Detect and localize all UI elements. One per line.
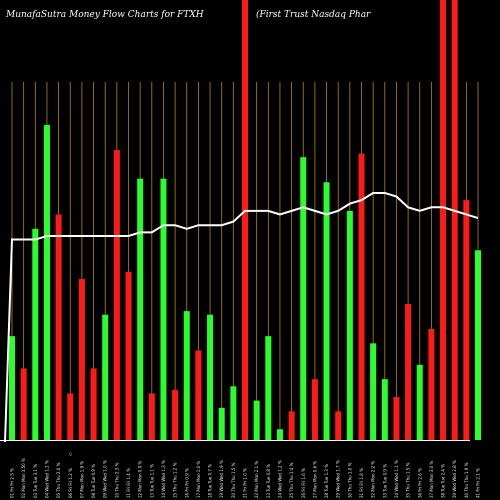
money-flow-bar — [43, 124, 50, 441]
money-flow-bar — [172, 389, 179, 440]
x-tick-label: 40 Thu Thu 1.9 % — [464, 462, 469, 498]
money-flow-bar — [346, 210, 353, 440]
money-flow-bar — [416, 364, 423, 440]
x-tick-label: 27 Mon Mon 0.6 % — [312, 461, 317, 498]
x-tick-label: 18 Tue Tue 0.7 % — [208, 464, 213, 498]
x-tick-label: 37 Mon Mon 3.0 % — [429, 461, 434, 498]
money-flow-bar — [265, 336, 272, 440]
flow-line-path — [4, 191, 479, 443]
x-tick-label: 26 Fri Fri 1.6 % — [301, 468, 306, 498]
money-flow-bar — [440, 0, 447, 440]
money-flow-bar — [9, 336, 15, 440]
flow-line — [4, 191, 479, 443]
x-tick-label: 39 Wed Wed 2.8 % — [452, 460, 457, 498]
money-flow-bar — [358, 153, 365, 440]
x-tick-label: 08 Tue Tue 0.9 % — [91, 464, 96, 498]
money-flow-bar — [393, 397, 400, 440]
x-tick-label: 15 Thu Thu 1.2 % — [173, 462, 178, 498]
money-flow-bar — [475, 250, 481, 440]
money-flow-bar — [276, 429, 283, 440]
x-tick-label: 35 Thu Thu 1.5 % — [406, 462, 411, 498]
money-flow-bar — [405, 303, 412, 440]
money-flow-bar — [125, 271, 132, 440]
x-tick-label: 04 Wed Wed 1.2 % — [44, 460, 49, 498]
x-tick-label: 41 Fri Fri 2.1 % — [476, 468, 481, 498]
money-flow-bar — [32, 228, 39, 440]
money-flow-bar — [148, 393, 155, 440]
x-tick-label: 30 Thu Thu 1.0 % — [347, 462, 352, 498]
money-flow-bar — [195, 350, 202, 440]
money-flow-bar — [370, 343, 377, 440]
money-flow-bar — [253, 400, 260, 440]
money-flow-bar — [137, 178, 144, 440]
chart-title: MunafaSutra Money Flow Charts for FTXH — [6, 10, 204, 20]
x-tick-label: 01 Fri Fri 2 S % — [10, 468, 15, 498]
x-tick-label: 34 Wed Wed 1.1 % — [394, 460, 399, 498]
x-tick-label: 33 Tue Tue 0.9 % — [382, 464, 387, 498]
x-tick-label: 25 Thu Thu 1.4 % — [289, 462, 294, 498]
x-tick-label: 11 Fri Fri 1.4 % — [126, 468, 131, 498]
money-flow-bar — [113, 150, 120, 440]
money-flow-bar — [381, 379, 388, 440]
x-tick-label: 06 Fri Fri 1.2 % — [68, 468, 73, 498]
money-flow-bar — [230, 386, 237, 440]
money-flow-bar — [335, 411, 342, 440]
money-flow-bar — [90, 368, 97, 440]
money-flow-bar — [55, 214, 62, 440]
x-tick-label: 21 Fri Fri 1.0 % — [243, 468, 248, 498]
money-flow-bar — [451, 0, 458, 440]
x-tick-labels: 01 Fri Fri 2 S % 02 Mon Mon 3.50 % 03 Tue … — [10, 452, 481, 498]
chart-subtitle: (First Trust Nasdaq Phar — [256, 10, 371, 20]
x-tick-label: 17 Mon Mon 1.0 % — [196, 461, 201, 498]
money-flow-bar — [300, 157, 307, 440]
x-tick-label: 02 Mon Mon 3.50 % — [21, 458, 26, 498]
x-tick-label: 32 Mon Mon 2.2 % — [371, 461, 376, 498]
x-tick-label: 13 Tue Tue 1.1 % — [149, 464, 154, 498]
x-tick-label: 10 Thu Thu 2.3 % — [114, 462, 119, 498]
money-flow-bar — [20, 368, 27, 440]
x-tick-label: 03 Tue Tue 3.1 % — [33, 464, 38, 498]
money-flow-bar — [78, 278, 85, 440]
money-flow-bar — [102, 314, 109, 440]
money-flow-bar — [288, 411, 295, 440]
x-tick-label: 14 Wed Wed 1.3 % — [161, 460, 166, 498]
money-flow-bar — [463, 200, 470, 440]
money-flow-bar — [428, 329, 435, 440]
x-tick-label: 24 Wed Wed 1.2 % — [277, 460, 282, 498]
x-tick-label: 38 Tue Tue 2.4 % — [441, 464, 446, 498]
money-flow-bar — [160, 178, 167, 440]
x-tick-label: 20 Thu Thu 1.5 % — [231, 462, 236, 498]
money-flow-bar — [218, 407, 225, 440]
x-tick-label: 16 Fri Fri 0.9 % — [184, 468, 189, 498]
x-tick-label: 31 Fri Fri 1.8 % — [359, 468, 364, 498]
x-tick-label: 22 Mon Mon 2.1 % — [254, 461, 259, 498]
x-tick-label: 12 Mon Mon 0.9 % — [138, 461, 143, 498]
x-tick-label: 28 Tue Tue 1.3 % — [324, 464, 329, 498]
x-tick-label: 19 Wed Wed 1.9 % — [219, 460, 224, 498]
money-flow-bar — [242, 0, 248, 440]
x-tick-label: 09 Wed Wed 1.0 % — [103, 460, 108, 498]
x-tick-label: 07 Mon Mon 1.9 % — [79, 461, 84, 498]
x-tick-label: 29 Wed Wed 1.7 % — [336, 460, 341, 498]
money-flow-bar — [311, 379, 318, 440]
money-flow-bar — [67, 393, 74, 440]
x-tick-label: 36 Fri Fri 2.6 % — [417, 468, 422, 498]
money-flow-bar — [207, 314, 214, 440]
bars — [9, 0, 481, 441]
x-tick-label: 05 Thu Thu 2.0 % — [56, 462, 61, 498]
money-flow-bar — [323, 182, 330, 441]
x-axis-marker: 0 — [69, 452, 72, 457]
money-flow-bar — [183, 311, 190, 440]
x-tick-label: 23 Tue Tue 0.8 % — [266, 464, 271, 498]
